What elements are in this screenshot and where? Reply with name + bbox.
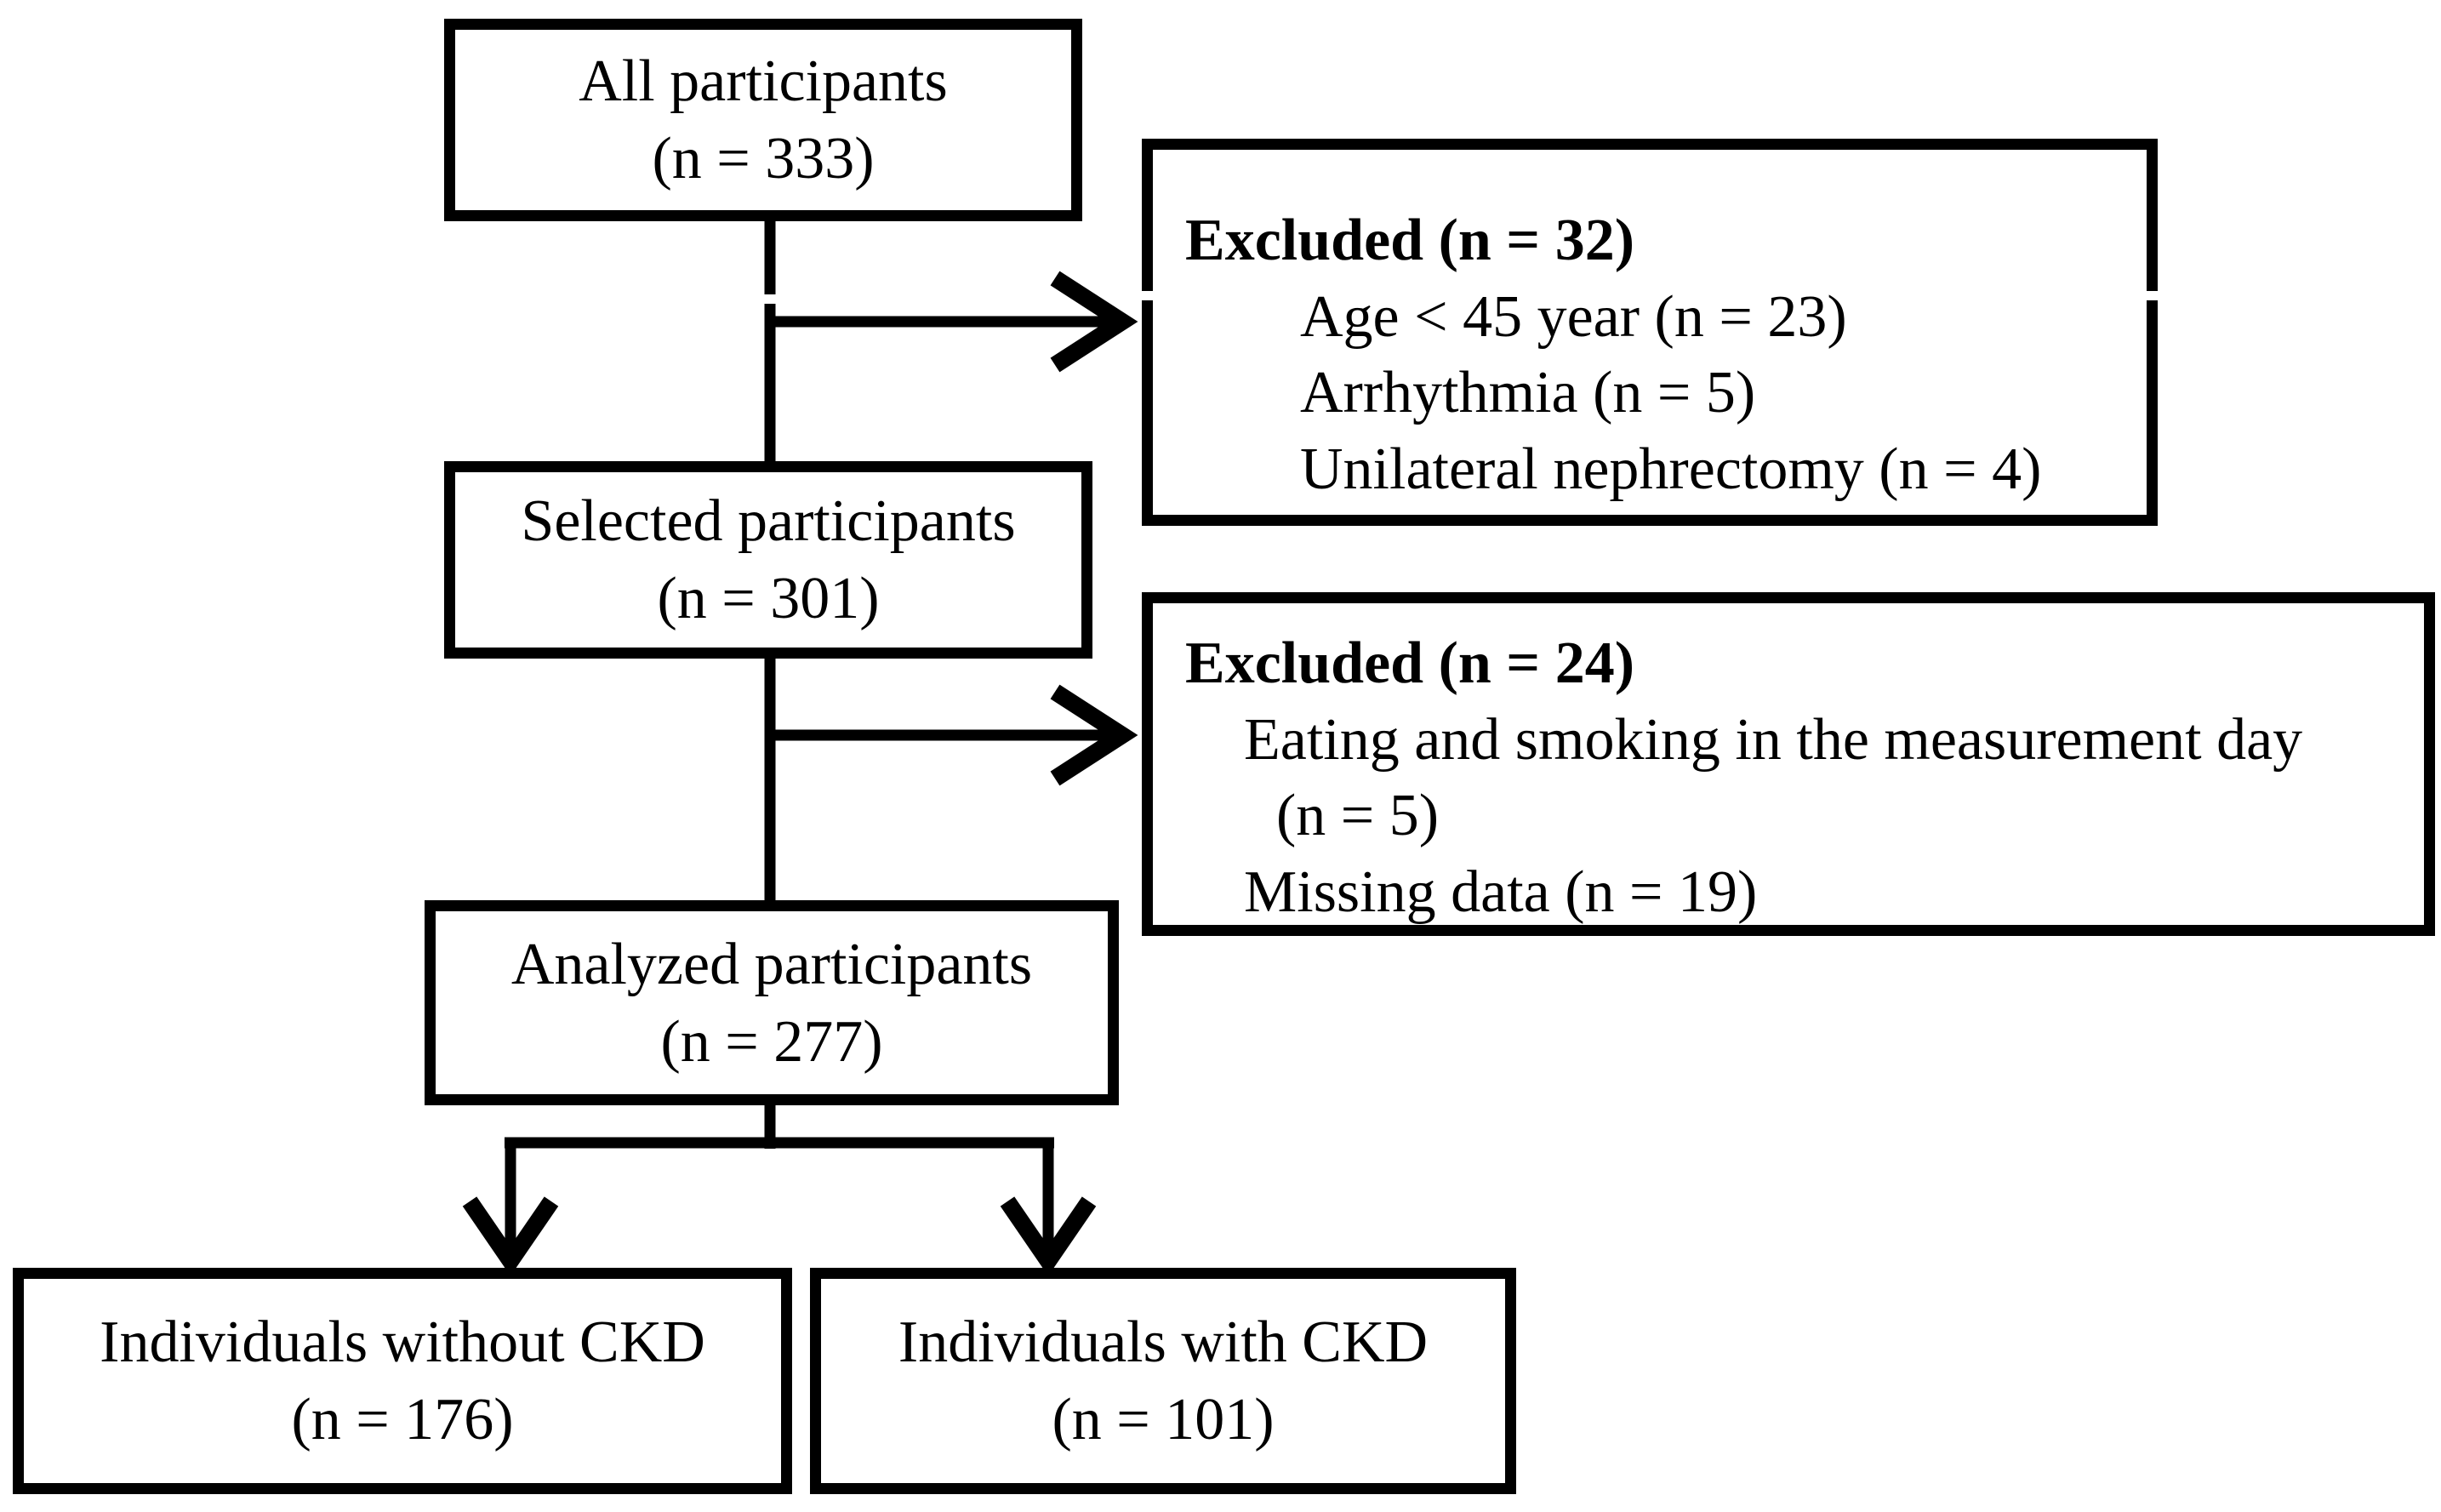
excluded-2-item-continued: (n = 5) (1276, 783, 1440, 849)
box-all-participants: All participants (n = 333) (444, 19, 1082, 221)
excluded-2-item: Missing data (n = 19) (1244, 859, 1758, 925)
excluded-2-title: Excluded (n = 24) (1185, 630, 1635, 696)
arrowhead-right-icon (1050, 684, 1138, 786)
analyzed-participants-count: (n = 277) (660, 1008, 883, 1075)
arrowhead-right-icon (1050, 271, 1138, 373)
all-participants-count: (n = 333) (652, 126, 875, 191)
excluded-1-item: Unilateral nephrectomy (n = 4) (1300, 436, 2042, 502)
selected-participants-label: Selected participants (521, 488, 1016, 554)
box-excluded-1: Excluded (n = 32) Age < 45 year (n = 23)… (1142, 139, 2158, 526)
excluded-1-item: Age < 45 year (n = 23) (1300, 283, 1847, 350)
with-ckd-label: Individuals with CKD (898, 1309, 1429, 1375)
box-excluded-2: Excluded (n = 24) Eating and smoking in … (1142, 592, 2435, 936)
selected-participants-count: (n = 301) (657, 566, 880, 631)
box-individuals-without-ckd: Individuals without CKD (n = 176) (13, 1268, 792, 1494)
box-selected-participants: Selected participants (n = 301) (444, 461, 1092, 659)
excluded-2-item: Eating and smoking in the measurement da… (1244, 706, 2303, 773)
without-ckd-count: (n = 176) (291, 1387, 514, 1452)
arrowhead-down-icon (1000, 1196, 1097, 1276)
box-individuals-with-ckd: Individuals with CKD (n = 101) (810, 1268, 1516, 1494)
line-gap-artifact (760, 294, 781, 304)
excluded-1-title: Excluded (n = 32) (1185, 208, 1635, 273)
with-ckd-count: (n = 101) (1052, 1387, 1275, 1452)
excluded-1-item: Arrhythmia (n = 5) (1300, 360, 1756, 426)
analyzed-participants-label: Analyzed participants (510, 931, 1033, 997)
box-analyzed-participants: Analyzed participants (n = 277) (425, 900, 1119, 1105)
all-participants-label: All participants (579, 48, 948, 114)
arrowhead-down-icon (462, 1196, 559, 1276)
without-ckd-label: Individuals without CKD (100, 1309, 705, 1375)
